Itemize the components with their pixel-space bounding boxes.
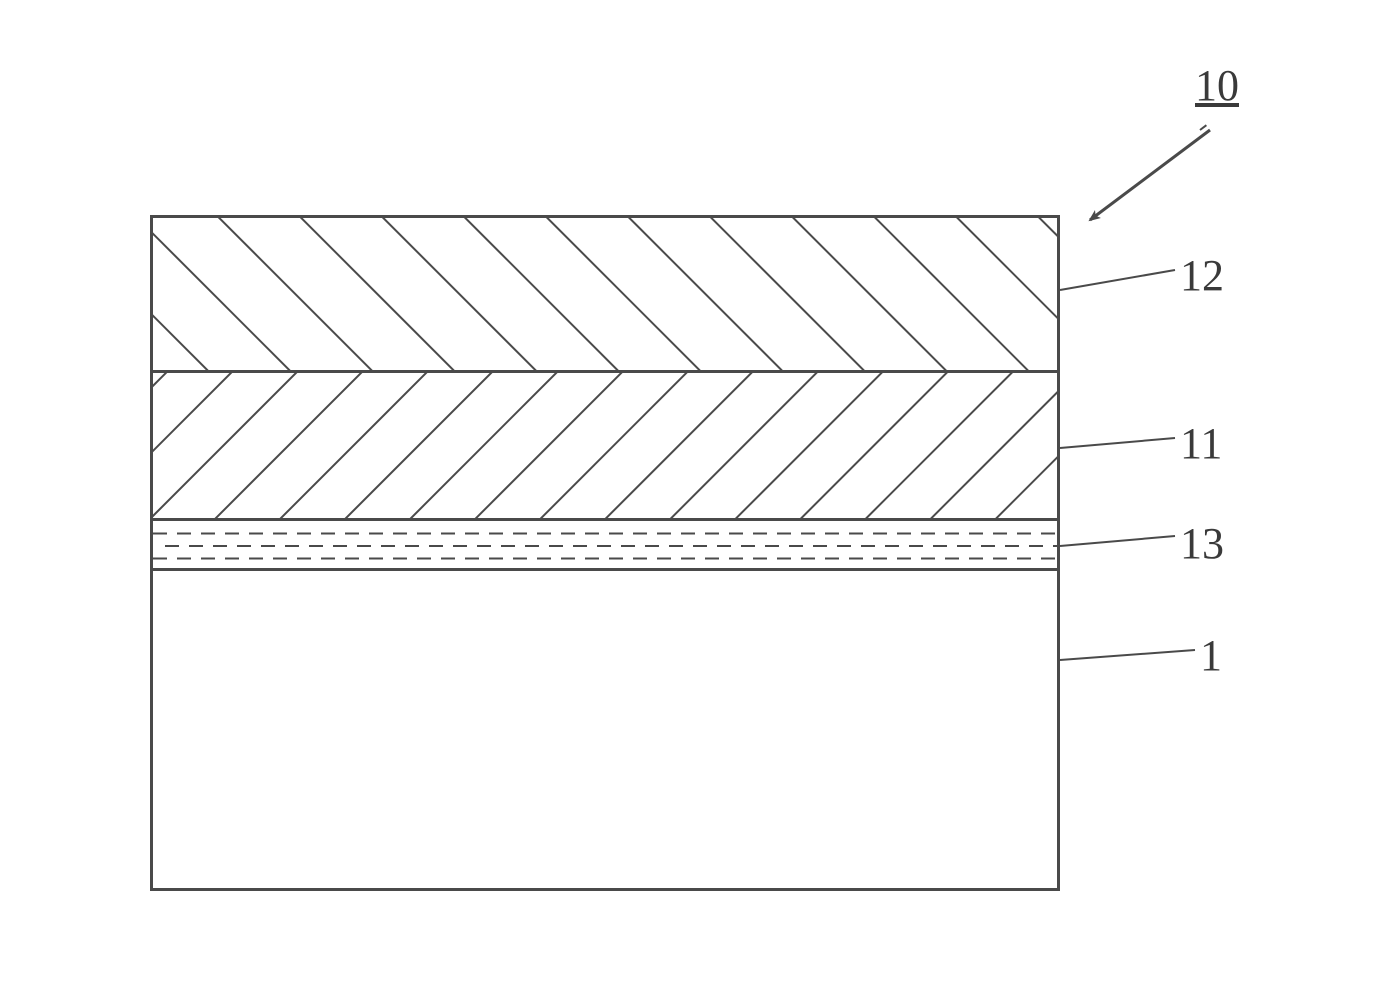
diagram-canvas: 10 12 11 13 1 (0, 0, 1382, 982)
layer-13-label-text: 13 (1180, 519, 1224, 568)
layer-1-label-text: 1 (1200, 631, 1222, 680)
layer-12-label: 12 (1180, 250, 1224, 301)
layer-1-label: 1 (1200, 630, 1222, 681)
assembly-label: 10 (1195, 60, 1239, 111)
layer-13 (150, 521, 1060, 571)
layer-12-label-text: 12 (1180, 251, 1224, 300)
layer-12 (150, 215, 1060, 373)
layer-13-label: 13 (1180, 518, 1224, 569)
layer-11 (150, 373, 1060, 521)
layer-1 (150, 571, 1060, 891)
layer-11-label: 11 (1180, 418, 1222, 469)
layer-11-label-text: 11 (1180, 419, 1222, 468)
assembly-label-text: 10 (1195, 61, 1239, 110)
